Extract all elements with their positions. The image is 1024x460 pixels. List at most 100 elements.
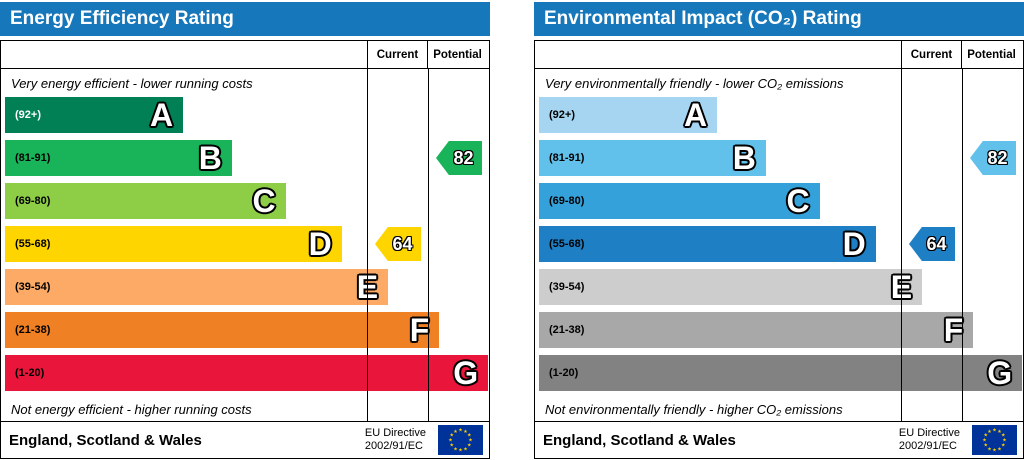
- band-range: (55-68): [15, 238, 51, 250]
- energy-potential-rating-value: 82: [453, 147, 474, 168]
- region-label: England, Scotland & Wales: [9, 431, 202, 449]
- band-letter: F: [943, 312, 964, 348]
- svg-text:★: ★: [450, 433, 455, 439]
- column-header-current: Current: [367, 41, 427, 68]
- energy-chart-box: Current Potential Very energy efficient …: [0, 40, 490, 459]
- eu-directive-label: EU Directive 2002/91/EC: [364, 426, 426, 452]
- co2-current-rating-arrow: 64: [909, 227, 955, 261]
- svg-text:★: ★: [992, 428, 997, 434]
- column-header-potential: Potential: [427, 41, 487, 68]
- column-header-spacer: [1, 41, 367, 68]
- band-range: (81-91): [15, 152, 51, 164]
- potential-column-divider: [428, 69, 429, 421]
- band-range: (39-54): [549, 281, 585, 293]
- co2-current-rating-value: 64: [926, 233, 947, 254]
- svg-text:★: ★: [463, 429, 468, 435]
- svg-text:★: ★: [984, 433, 989, 439]
- co2-band-F: (21-38) F: [539, 312, 974, 348]
- energy-band-A: (92+) A: [5, 97, 184, 133]
- column-header-potential: Potential: [961, 41, 1021, 68]
- co2-band-E: (39-54) E: [539, 269, 923, 305]
- energy-efficiency-chart: Energy Efficiency Rating Current Potenti…: [0, 2, 490, 460]
- band-letter: A: [150, 97, 174, 133]
- co2-band-B: (81-91) B: [539, 140, 766, 176]
- band-range: (55-68): [549, 238, 585, 250]
- band-letter: G: [987, 355, 1013, 391]
- energy-band-E: (39-54) E: [5, 269, 389, 305]
- energy-band-area: Very energy efficient - lower running co…: [1, 69, 489, 421]
- co2-chart-box: Current Potential Very environmentally f…: [534, 40, 1024, 459]
- band-letter: C: [786, 183, 810, 219]
- current-column-divider: [901, 69, 902, 421]
- energy-current-rating-value: 64: [392, 233, 413, 254]
- band-range: (1-20): [549, 367, 579, 379]
- energy-bottom-note: Not energy efficient - higher running co…: [11, 402, 252, 417]
- eu-directive-label: EU Directive 2002/91/EC: [898, 426, 960, 452]
- current-column-divider: [367, 69, 368, 421]
- energy-band-G: (1-20) G: [5, 355, 489, 391]
- co2-band-C: (69-80) C: [539, 183, 820, 219]
- energy-band-F: (21-38) F: [5, 312, 440, 348]
- energy-band-C: (69-80) C: [5, 183, 286, 219]
- svg-text:★: ★: [997, 429, 1002, 435]
- co2-potential-rating-value: 82: [987, 147, 1008, 168]
- band-letter: F: [409, 312, 430, 348]
- energy-top-note: Very energy efficient - lower running co…: [11, 75, 253, 91]
- co2-bottom-note: Not environmentally friendly - higher CO…: [545, 402, 843, 417]
- band-range: (69-80): [549, 195, 585, 207]
- band-letter: D: [842, 226, 866, 262]
- energy-column-headers: Current Potential: [1, 41, 489, 69]
- eu-flag-icon: ★ ★ ★★ ★★ ★★ ★★ ★★: [438, 425, 483, 455]
- band-letter: C: [252, 183, 276, 219]
- co2-top-note: Very environmentally friendly - lower CO…: [545, 75, 844, 91]
- energy-chart-title-bar: Energy Efficiency Rating: [0, 2, 490, 36]
- svg-text:★: ★: [982, 438, 987, 444]
- column-header-current: Current: [901, 41, 961, 68]
- energy-current-rating-arrow: 64: [375, 227, 421, 261]
- band-range: (21-38): [15, 324, 51, 336]
- svg-text:★: ★: [992, 448, 997, 454]
- co2-band-A: (92+) A: [539, 97, 718, 133]
- svg-text:★: ★: [984, 443, 989, 449]
- co2-chart-footer: England, Scotland & Wales EU Directive 2…: [535, 421, 1023, 458]
- band-letter: B: [732, 140, 756, 176]
- svg-text:★: ★: [453, 446, 458, 452]
- svg-text:★: ★: [468, 438, 473, 444]
- svg-text:★: ★: [1001, 443, 1006, 449]
- svg-text:★: ★: [463, 446, 468, 452]
- co2-band-D: (55-68) D: [539, 226, 876, 262]
- energy-chart-footer: England, Scotland & Wales EU Directive 2…: [1, 421, 489, 458]
- svg-text:★: ★: [987, 429, 992, 435]
- svg-text:★: ★: [453, 429, 458, 435]
- co2-potential-rating-arrow: 82: [970, 141, 1016, 175]
- svg-text:★: ★: [450, 443, 455, 449]
- column-header-spacer: [535, 41, 901, 68]
- band-range: (1-20): [15, 367, 45, 379]
- band-range: (39-54): [15, 281, 51, 293]
- band-letter: D: [308, 226, 332, 262]
- svg-text:★: ★: [1001, 433, 1006, 439]
- svg-text:★: ★: [1002, 438, 1007, 444]
- svg-text:★: ★: [987, 446, 992, 452]
- svg-text:★: ★: [448, 438, 453, 444]
- band-letter: A: [684, 97, 708, 133]
- energy-potential-rating-arrow: 82: [436, 141, 482, 175]
- svg-text:★: ★: [467, 443, 472, 449]
- co2-column-headers: Current Potential: [535, 41, 1023, 69]
- eu-flag-icon: ★ ★ ★★ ★★ ★★ ★★ ★★: [972, 425, 1017, 455]
- energy-band-D: (55-68) D: [5, 226, 342, 262]
- co2-band-area: Very environmentally friendly - lower CO…: [535, 69, 1023, 421]
- band-letter: B: [198, 140, 222, 176]
- band-range: (92+): [549, 109, 575, 121]
- region-label: England, Scotland & Wales: [543, 431, 736, 449]
- potential-column-divider: [962, 69, 963, 421]
- svg-text:★: ★: [458, 448, 463, 454]
- band-range: (92+): [15, 109, 41, 121]
- co2-chart-title: Environmental Impact (CO₂) Rating: [544, 8, 862, 29]
- band-range: (81-91): [549, 152, 585, 164]
- environmental-impact-chart: Environmental Impact (CO₂) Rating Curren…: [534, 2, 1024, 460]
- band-letter: G: [453, 355, 479, 391]
- band-range: (69-80): [15, 195, 51, 207]
- co2-band-G: (1-20) G: [539, 355, 1023, 391]
